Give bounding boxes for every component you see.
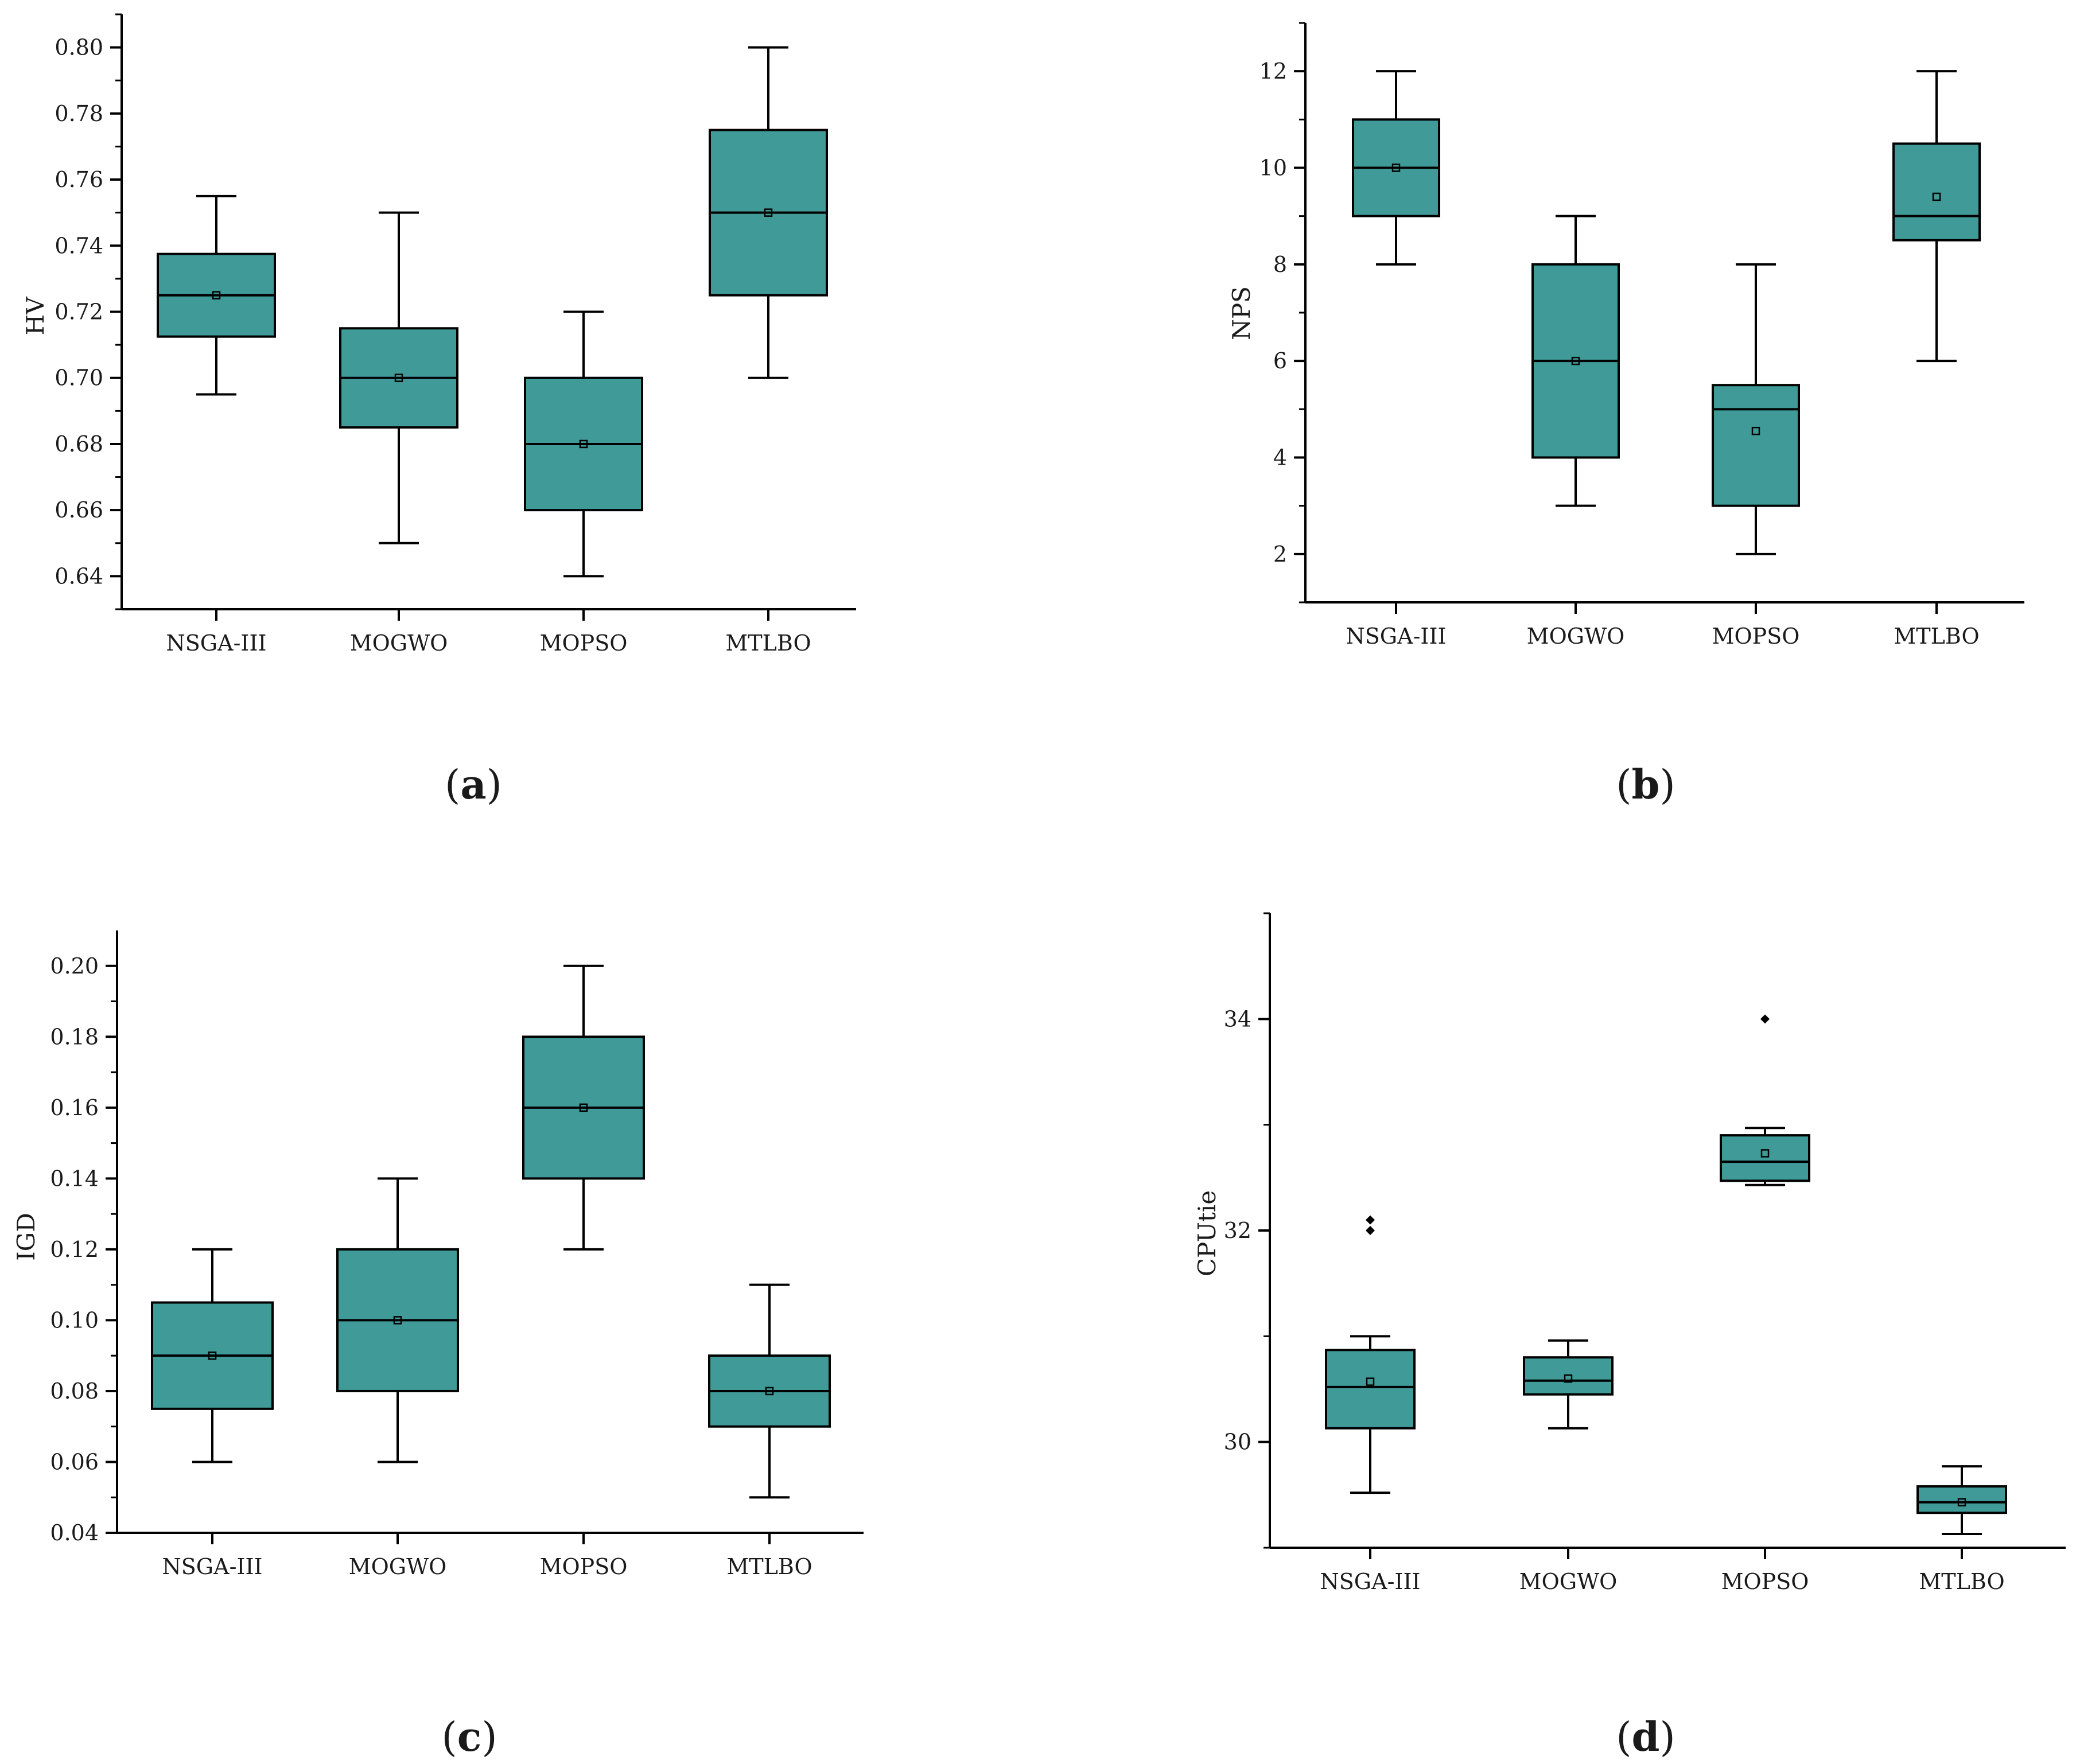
y-tick-label: 8 [1273, 252, 1287, 277]
panel-c-plot: 0.04 0.06 0.08 0.10 0.12 0.14 0.16 0.18 0.20 NSGA… [50, 930, 864, 1579]
y-tick-label: 0.64 [55, 563, 103, 589]
x-category-label: MOPSO [1721, 1569, 1809, 1594]
outlier-point [1366, 1226, 1375, 1235]
panel-c-ylabel: IGD [12, 1213, 40, 1261]
y-tick-label: 34 [1224, 1006, 1251, 1031]
mean-marker [394, 373, 403, 382]
panel-b: NPS 2 4 6 8 10 12 NSGA-III MOGWO MOPSO MTLBO (b) [1227, 22, 2024, 808]
panel-b-ylabel: NPS [1227, 286, 1255, 340]
panel-b-tag: (b) [1616, 761, 1675, 808]
x-category-label: NSGA-III [166, 630, 267, 656]
mean-marker [1391, 163, 1401, 172]
outlier-point [1760, 1014, 1770, 1024]
y-tick-label: 32 [1224, 1218, 1251, 1243]
y-tick-label: 0.80 [55, 35, 103, 60]
mean-marker [212, 291, 221, 299]
x-category-label: MTLBO [1894, 624, 1979, 649]
y-tick-label: 0.18 [50, 1024, 99, 1049]
mean-marker [579, 439, 588, 449]
y-tick-label: 0.72 [55, 299, 103, 325]
x-category-label: NSGA-III [1320, 1569, 1421, 1594]
x-category-label: MTLBO [725, 630, 811, 656]
x-category-label: MOGWO [349, 1554, 447, 1579]
mean-marker [1957, 1498, 1966, 1506]
mean-marker [579, 1103, 588, 1112]
y-tick-label: 0.12 [50, 1237, 99, 1262]
panel-d: CPUtie 30 32 34 NSGA-III MOGWO MOPSO MTLBO (d) [1193, 912, 2066, 1761]
panel-d-ylabel: CPUtie [1193, 1190, 1221, 1276]
panel-a-plot: 0.64 0.66 0.68 0.70 0.72 0.74 0.76 0.78 0.80 NSGA… [55, 13, 856, 656]
x-category-label: MTLBO [1919, 1569, 2004, 1594]
panel-d-plot: 30 32 34 NSGA-III MOGWO MOPSO MTLBO [1224, 912, 2066, 1594]
iqr-box [1712, 384, 1800, 507]
x-category-label: MTLBO [726, 1554, 812, 1579]
iqr-box [1325, 1349, 1416, 1430]
mean-marker [1751, 426, 1760, 435]
panel-c-tag-letter: c [457, 1713, 482, 1761]
y-tick-label: 4 [1273, 445, 1287, 470]
mean-marker [765, 1387, 774, 1396]
iqr-box [1892, 142, 1981, 242]
mean-marker [1564, 1374, 1573, 1383]
panel-a-tag-letter: a [460, 761, 486, 808]
y-tick-label: 0.78 [55, 101, 103, 126]
panel-a-tag: (a) [445, 761, 502, 808]
y-tick-label: 0.08 [50, 1379, 99, 1404]
panel-a: HV 0.64 0.66 0.68 0.70 0.72 0.74 0.76 0.78 0.80 N… [21, 13, 856, 808]
panel-c-tag: (c) [441, 1713, 497, 1761]
panel-b-tag-letter: b [1632, 761, 1660, 808]
y-tick-label: 0.16 [50, 1095, 99, 1120]
x-category-label: NSGA-III [162, 1554, 263, 1579]
x-category-label: NSGA-III [1346, 624, 1447, 649]
y-tick-label: 12 [1259, 59, 1287, 84]
mean-marker [208, 1351, 217, 1360]
panel-b-plot: 2 4 6 8 10 12 NSGA-III MOGWO MOPSO MTLBO [1259, 22, 2024, 649]
y-tick-label: 0.20 [50, 953, 99, 979]
y-tick-label: 10 [1259, 155, 1287, 181]
panel-a-ylabel: HV [21, 297, 49, 336]
panel-d-tag: (d) [1616, 1713, 1675, 1761]
y-tick-label: 0.10 [50, 1307, 99, 1333]
mean-marker [764, 208, 773, 217]
x-category-label: MOGWO [1519, 1569, 1618, 1594]
outlier-point [1366, 1215, 1375, 1225]
x-category-label: MOGWO [350, 630, 448, 656]
y-tick-label: 0.04 [50, 1520, 99, 1545]
mean-marker [1932, 192, 1941, 201]
mean-marker [1366, 1377, 1375, 1386]
y-tick-label: 30 [1224, 1430, 1251, 1455]
panel-c: IGD 0.04 0.06 0.08 0.10 0.12 0.14 0.16 0.18 0.20… [12, 930, 864, 1761]
iqr-box [1523, 1356, 1614, 1396]
y-tick-label: 0.14 [50, 1166, 99, 1191]
mean-marker [1571, 356, 1580, 365]
y-tick-label: 0.68 [55, 431, 103, 457]
x-category-label: MOPSO [540, 630, 628, 656]
y-tick-label: 6 [1273, 348, 1287, 373]
y-tick-label: 0.76 [55, 167, 103, 192]
y-tick-label: 0.74 [55, 233, 103, 258]
x-category-label: MOPSO [540, 1554, 628, 1579]
iqr-box [1720, 1134, 1810, 1182]
y-tick-label: 0.66 [55, 497, 103, 523]
iqr-box [1916, 1485, 2007, 1514]
panel-d-tag-letter: d [1632, 1713, 1660, 1761]
y-tick-label: 0.70 [55, 365, 103, 391]
y-tick-label: 2 [1273, 542, 1287, 567]
x-category-label: MOGWO [1527, 624, 1625, 649]
x-category-label: MOPSO [1712, 624, 1800, 649]
mean-marker [393, 1316, 402, 1325]
y-tick-label: 0.06 [50, 1449, 99, 1474]
mean-marker [1760, 1149, 1770, 1158]
